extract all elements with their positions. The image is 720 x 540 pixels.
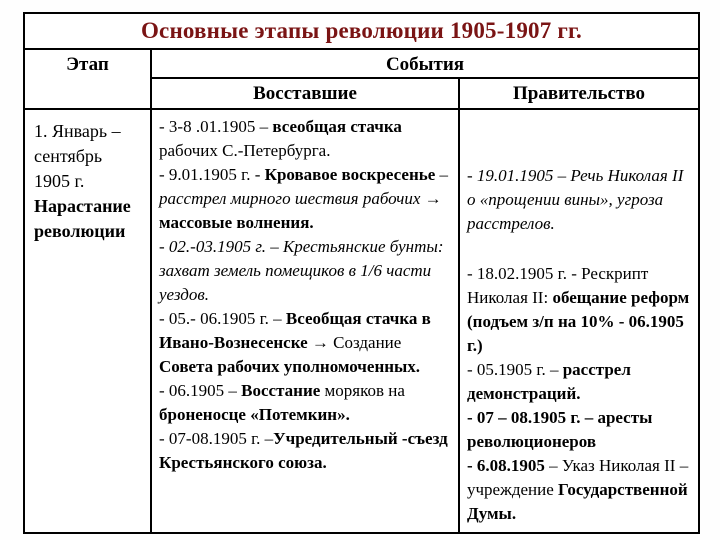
rebels-cell: - 3-8 .01.1905 – всеобщая стачка рабочих…	[152, 110, 460, 532]
event-entry: - 07-08.1905 г. –Учредительный -съезд Кр…	[159, 429, 448, 472]
event-entry: - 19.01.1905 – Речь Николая II о «прощен…	[467, 166, 684, 233]
table-title: Основные этапы революции 1905-1907 гг.	[25, 14, 698, 50]
stages-table: Основные этапы революции 1905-1907 гг. Э…	[23, 12, 700, 534]
event-entry: - 05.- 06.1905 г. – Всеобщая стачка в Ив…	[159, 309, 431, 376]
header-rebels: Восставшие	[152, 79, 460, 110]
header-stage: Этап	[25, 50, 152, 110]
event-entry: - 3-8 .01.1905 – всеобщая стачка рабочих…	[159, 117, 402, 160]
event-entry: - 9.01.1905 г. - Кровавое воскресенье – …	[159, 165, 449, 232]
event-entry: - 02.-03.1905 г. – Крестьянские бунты: з…	[159, 237, 444, 304]
header-government: Правительство	[460, 79, 698, 110]
government-cell: - 19.01.1905 – Речь Николая II о «прощен…	[460, 110, 698, 532]
event-entry: - 05.1905 г. – расстрел демонстраций.	[467, 360, 631, 403]
event-entry: - 18.02.1905 г. - Рескрипт Николая II: о…	[467, 264, 690, 355]
event-entry: - 07 – 08.1905 г. – аресты революционеро…	[467, 408, 653, 451]
header-events: События	[152, 50, 698, 79]
event-entry: - 06.1905 – Восстание моряков на бронено…	[159, 381, 405, 424]
stage-text: 1. Январь – сентябрь 1905 г. Нарастание …	[34, 121, 131, 241]
stage-cell: 1. Январь – сентябрь 1905 г. Нарастание …	[25, 110, 152, 532]
event-entry: - 6.08.1905 – Указ Николая II – учрежден…	[467, 456, 689, 523]
